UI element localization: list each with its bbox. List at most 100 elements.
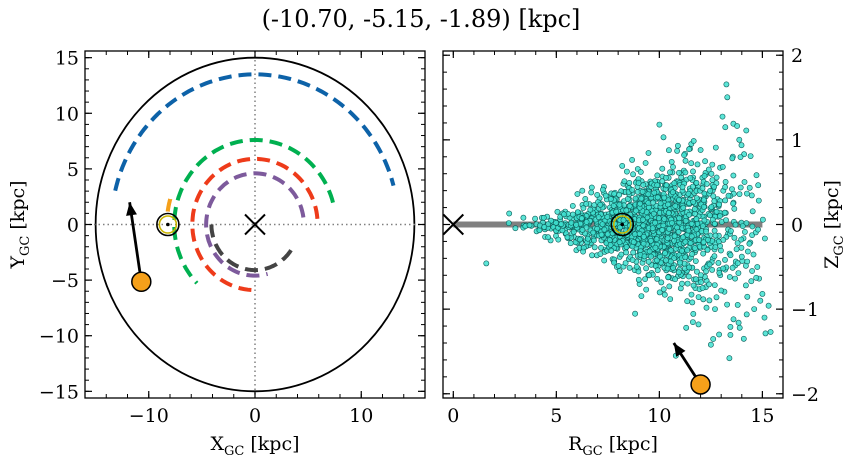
scatter-point [736, 136, 743, 143]
scatter-points [483, 81, 774, 362]
scatter-point [759, 290, 766, 297]
scatter-point [690, 198, 697, 205]
scatter-point [700, 223, 706, 229]
scatter-point [751, 306, 758, 312]
scatter-point [712, 244, 719, 250]
scatter-point [526, 222, 533, 229]
scatter-point [729, 155, 736, 162]
scatter-point [708, 341, 714, 348]
left-x-axis-label-sub: GC [224, 444, 244, 459]
scatter-point [640, 233, 647, 240]
scatter-point [718, 287, 725, 294]
scatter-point [702, 158, 708, 165]
scatter-point [615, 262, 622, 269]
scatter-point [684, 298, 691, 305]
scatter-point [663, 182, 670, 189]
scatter-point [616, 201, 623, 208]
scatter-point [721, 209, 728, 216]
scatter-point [661, 291, 668, 298]
scatter-point [743, 262, 749, 269]
scatter-point [708, 170, 715, 177]
scatter-point [545, 221, 551, 227]
scatter-point [654, 194, 661, 201]
scatter-point [541, 224, 548, 230]
left-y-tick-label: −5 [51, 270, 79, 292]
scatter-point [725, 192, 732, 199]
scatter-point [749, 223, 756, 230]
right-velocity-arrow-head [673, 342, 686, 357]
scatter-point [734, 240, 741, 246]
scatter-point [540, 214, 547, 221]
scatter-point [630, 239, 637, 245]
scatter-point [744, 190, 750, 197]
scatter-point [767, 329, 774, 335]
right-x-tick-label: 0 [447, 405, 459, 427]
left-y-tick-label: 0 [67, 215, 79, 237]
scatter-point [629, 257, 636, 263]
left-velocity-arrow-shaft [128, 202, 143, 282]
scatter-point [723, 81, 730, 88]
scatter-point [682, 157, 689, 164]
scatter-point [719, 113, 726, 120]
right-y-tick-label: −1 [791, 299, 819, 321]
scatter-point [589, 252, 595, 259]
scatter-point [693, 226, 700, 233]
right-axis-ticks: 0 5 10 15 −2 −1 0 1 2 [443, 45, 819, 427]
scatter-point [705, 166, 712, 173]
scatter-point [732, 221, 739, 228]
scatter-point [587, 206, 594, 213]
scatter-point [577, 236, 583, 243]
scatter-point [630, 249, 637, 256]
scatter-point [720, 236, 727, 243]
scatter-point [704, 246, 711, 253]
scatter-point [665, 274, 671, 281]
right-y-tick-label: 1 [791, 130, 803, 152]
scatter-point [585, 235, 591, 242]
scatter-point [620, 217, 627, 223]
scatter-point [701, 173, 708, 179]
scatter-point [679, 280, 685, 287]
scatter-point [719, 163, 726, 170]
scatter-point [611, 259, 617, 266]
scatter-point [685, 190, 692, 197]
scatter-point [730, 200, 736, 207]
scatter-point [654, 267, 661, 274]
scatter-point [750, 251, 757, 258]
scatter-point [595, 214, 602, 221]
scatter-point [616, 239, 623, 246]
scatter-point [753, 274, 760, 281]
scatter-point [661, 216, 668, 222]
left-x-axis-label-main: X [210, 433, 224, 455]
scatter-point [749, 208, 756, 215]
scatter-point [675, 228, 682, 235]
scatter-point [623, 244, 630, 250]
scatter-point [693, 276, 699, 283]
scatter-point [652, 244, 659, 251]
scatter-point [642, 276, 648, 282]
left-y-tick-label: −10 [39, 326, 79, 348]
scatter-point [698, 279, 704, 285]
right-y-axis-label-sub: GC [832, 235, 847, 255]
scatter-point [532, 215, 538, 222]
scatter-point [640, 222, 647, 229]
right-y-axis-label: ZGC [kpc] [821, 180, 847, 269]
scatter-point [711, 282, 718, 288]
scatter-point [598, 231, 605, 238]
scatter-point [578, 215, 585, 222]
scatter-point [701, 203, 707, 210]
scatter-point [580, 205, 587, 211]
left-sun-outer-ring [156, 212, 180, 237]
scatter-point [604, 214, 611, 220]
scatter-point [505, 220, 512, 226]
scatter-point [724, 301, 730, 308]
left-object-marker [131, 271, 152, 293]
scatter-point [676, 196, 682, 203]
spiral-arm-6 [209, 224, 295, 273]
scatter-point [755, 197, 762, 204]
scatter-point [755, 226, 761, 233]
scatter-point [599, 221, 606, 228]
scatter-point [670, 264, 676, 271]
scatter-point [679, 184, 686, 190]
right-y-axis-label-main: Z [821, 256, 843, 269]
scatter-point [616, 191, 623, 198]
